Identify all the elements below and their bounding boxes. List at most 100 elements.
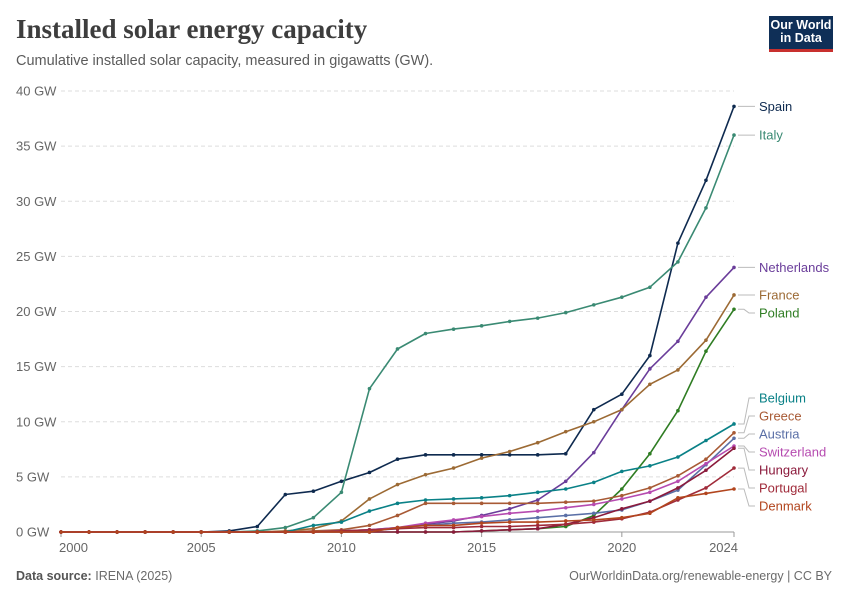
data-point — [704, 349, 708, 353]
data-point — [704, 178, 708, 183]
x-tick-label: 2020 — [607, 540, 636, 555]
data-point — [535, 523, 540, 528]
data-point — [339, 490, 344, 495]
data-point — [451, 466, 456, 470]
data-point — [423, 472, 428, 477]
legend-label-text: Greece — [759, 409, 802, 424]
data-point — [732, 422, 736, 426]
data-point — [535, 515, 540, 520]
data-point — [648, 382, 652, 387]
data-point — [479, 521, 484, 525]
data-point — [507, 507, 512, 511]
data-point — [423, 453, 428, 457]
legend-connector — [738, 447, 755, 471]
data-point — [507, 453, 512, 457]
legend-connector — [738, 415, 755, 434]
data-point — [620, 469, 624, 474]
data-point — [507, 449, 512, 454]
data-point — [423, 498, 428, 502]
data-point — [563, 429, 568, 434]
data-point — [732, 430, 736, 435]
data-point — [563, 451, 568, 456]
data-point — [535, 453, 540, 457]
legend-label-text: Poland — [759, 305, 799, 320]
series-line — [61, 134, 735, 533]
y-tick-label: 0 GW — [16, 525, 50, 540]
data-point — [648, 451, 652, 456]
data-point — [451, 501, 456, 506]
data-point — [648, 511, 652, 516]
data-point — [732, 293, 736, 297]
data-point — [507, 319, 512, 324]
x-tick-label: 2010 — [327, 540, 356, 555]
data-point — [676, 408, 680, 413]
data-point — [479, 501, 484, 506]
data-point — [367, 530, 372, 534]
data-point — [535, 490, 540, 495]
data-point — [676, 241, 680, 245]
data-point — [479, 324, 484, 328]
data-point — [620, 407, 624, 412]
data-point — [563, 505, 568, 510]
data-point — [479, 514, 484, 519]
data-point — [115, 530, 119, 534]
data-point — [648, 367, 652, 371]
legend-label-text: Austria — [759, 427, 800, 442]
legend-label-text: Portugal — [759, 481, 808, 496]
credit-link[interactable]: OurWorldinData.org/renewable-energy | CC… — [569, 569, 832, 583]
y-tick-label: 40 GW — [16, 84, 57, 99]
data-point — [563, 513, 568, 518]
data-point — [704, 295, 708, 299]
data-point — [676, 486, 680, 490]
data-point — [87, 530, 91, 534]
data-point — [227, 530, 232, 534]
data-point — [676, 368, 680, 372]
data-point — [732, 307, 736, 312]
data-point — [283, 530, 288, 534]
y-tick-label: 10 GW — [16, 414, 57, 429]
data-point — [732, 265, 736, 270]
data-point — [535, 316, 540, 320]
data-point — [535, 498, 540, 502]
data-point — [620, 507, 624, 511]
legend-connector — [738, 433, 755, 439]
chart-subtitle: Cumulative installed solar capacity, mea… — [16, 53, 434, 69]
data-point — [676, 496, 680, 500]
data-point — [563, 479, 568, 484]
data-point — [395, 347, 400, 351]
data-point — [563, 487, 568, 491]
legend-label-hungary: Hungary — [738, 447, 809, 478]
legend-label-text: Belgium — [759, 391, 806, 406]
data-point — [535, 440, 540, 445]
data-point — [732, 436, 736, 441]
x-tick-label: 2005 — [187, 540, 216, 555]
data-point — [563, 500, 568, 505]
legend-label-text: Switzerland — [759, 445, 826, 460]
data-point — [676, 479, 680, 484]
data-point — [704, 338, 708, 342]
series-line — [61, 106, 735, 533]
data-point — [479, 496, 484, 500]
series-line — [61, 467, 735, 533]
owid-logo[interactable]: Our World in Data — [769, 16, 833, 52]
data-point — [648, 285, 652, 290]
data-point — [704, 491, 708, 496]
y-tick-label: 30 GW — [16, 194, 57, 209]
legend-label-portugal: Portugal — [738, 467, 808, 496]
data-point — [591, 303, 596, 307]
data-point — [704, 486, 708, 490]
data-point — [535, 520, 540, 524]
data-point — [451, 518, 456, 522]
data-point — [451, 523, 456, 528]
data-point — [563, 519, 568, 523]
data-point — [732, 487, 736, 491]
data-point — [732, 104, 736, 109]
legend-connector — [738, 488, 755, 507]
data-point — [704, 457, 708, 462]
data-point — [676, 339, 680, 344]
data-point — [479, 524, 484, 529]
y-tick-label: 5 GW — [16, 469, 50, 484]
legend-label-text: Hungary — [759, 463, 809, 478]
data-point — [143, 530, 147, 534]
data-point — [451, 530, 456, 534]
